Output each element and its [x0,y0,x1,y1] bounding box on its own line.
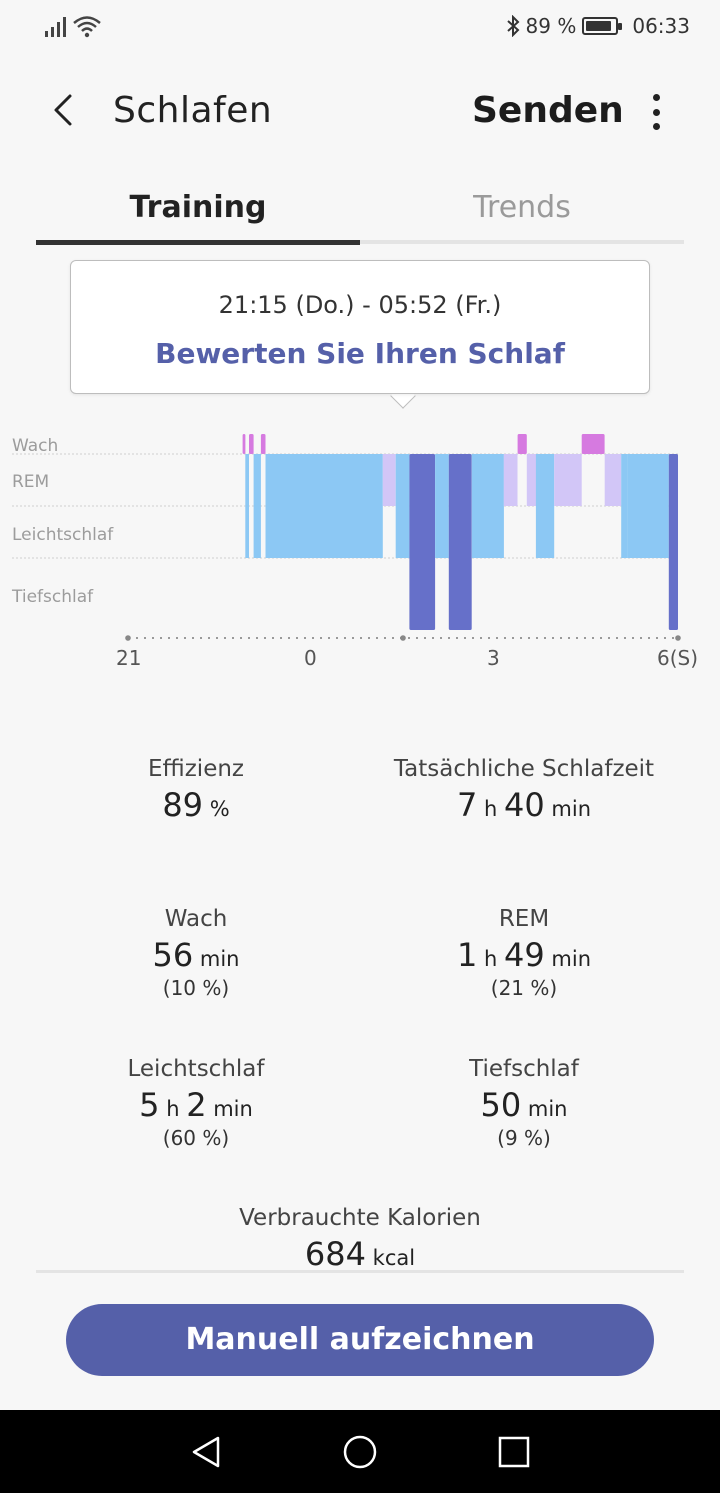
stat-label: Effizienz [147,756,245,782]
stat-efficiency: Effizienz 89 % [36,756,356,824]
axis-major-tick [675,635,681,641]
x-tick-label: 0 [304,646,317,670]
sleep-segment-rem [554,454,582,506]
battery-percent: 89 % [525,14,577,38]
stat-percent: (21 %) [490,976,558,1000]
stat-value: 7 h 40 min [456,786,592,824]
system-nav-bar [0,1410,720,1493]
stat-percent: (9 %) [497,1126,551,1150]
rate-sleep-link[interactable]: Bewerten Sie Ihren Schlaf [155,337,565,370]
nav-home-icon[interactable] [340,1432,380,1472]
content-divider [36,1270,684,1273]
stat-value: 50 min [480,1086,568,1124]
sleep-chart-plot [12,434,681,641]
sleep-segment-leichtschlaf [245,454,249,558]
tab-bar: Training Trends [36,180,684,246]
active-tab-indicator [36,240,360,245]
sleep-segment-rem [604,454,622,506]
stage-label-tiefschlaf: Tiefschlaf [12,587,94,607]
more-options-icon[interactable] [640,90,672,134]
stat-value: 5 h 2 min [139,1086,253,1124]
stat-label: Verbrauchte Kalorien [239,1205,481,1231]
sleep-segment-leichtschlaf [621,454,628,558]
sleep-segment-rem [382,454,396,506]
axis-major-tick [400,635,406,641]
stat-calories: Verbrauchte Kalorien 684 kcal [200,1205,520,1273]
sleep-segment-leichtschlaf [395,454,410,558]
stat-actual-sleep-time: Tatsächliche Schlafzeit 7 h 40 min [364,756,684,824]
stat-label: Tiefschlaf [469,1056,579,1082]
stat-percent: (10 %) [162,976,230,1000]
x-tick-label: 3 [487,646,500,670]
x-tick-label: 6(S) [657,646,699,670]
stat-label: Tatsächliche Schlafzeit [393,756,655,782]
stage-label-rem: REM [12,472,50,492]
record-manually-button[interactable]: Manuell aufzeichnen [66,1304,654,1376]
stat-tiefschlaf: Tiefschlaf 50 min (9 %) [364,1056,684,1150]
stat-rem: REM 1 h 49 min (21 %) [364,906,684,1000]
sleep-segment-leichtschlaf [265,454,383,558]
stat-value: 684 kcal [304,1235,416,1273]
sleep-segment-tiefschlaf [409,454,436,630]
stat-value: 89 % [162,786,230,824]
stat-value: 1 h 49 min [456,936,592,974]
sleep-stage-chart[interactable]: Wach REM Leichtschlaf Tiefschlaf 21 0 3 … [0,420,720,690]
x-tick-label: 21 [116,646,142,670]
sleep-segment-leichtschlaf [435,454,449,558]
nav-recents-icon[interactable] [494,1432,534,1472]
clock: 06:33 [632,14,690,38]
nav-back-icon[interactable] [186,1432,226,1472]
sleep-segment-rem [503,454,518,506]
stat-label: REM [498,906,550,932]
tab-training[interactable]: Training [129,190,267,225]
axis-major-tick [125,635,131,641]
sleep-segment-wach [260,434,266,454]
signal-icon [45,17,66,37]
sleep-segment-wach [242,434,246,454]
back-arrow-icon[interactable] [42,88,86,132]
sleep-segment-tiefschlaf [668,454,678,630]
tab-trends[interactable]: Trends [473,190,571,225]
sleep-session-tooltip: 21:15 (Do.) - 05:52 (Fr.) Bewerten Sie I… [70,260,650,394]
stat-percent: (60 %) [162,1126,230,1150]
bluetooth-icon [506,15,519,37]
sleep-segment-leichtschlaf [253,454,261,558]
sleep-time-range: 21:15 (Do.) - 05:52 (Fr.) [218,291,502,319]
stage-label-wach: Wach [12,436,59,456]
stage-label-leichtschlaf: Leichtschlaf [12,525,114,545]
sleep-segment-leichtschlaf [471,454,504,558]
stat-wach: Wach 56 min (10 %) [36,906,356,1000]
stat-value: 56 min [152,936,240,974]
sleep-segment-wach [517,434,527,454]
stat-label: Leichtschlaf [127,1056,265,1082]
page-title: Schlafen [113,90,273,131]
sleep-segment-leichtschlaf [535,454,555,558]
stat-leichtschlaf: Leichtschlaf 5 h 2 min (60 %) [36,1056,356,1150]
wifi-icon [73,16,101,38]
tab-divider [36,240,684,244]
send-button[interactable]: Senden [472,90,624,131]
sleep-segment-tiefschlaf [448,454,472,630]
status-bar: 89 % 06:33 [0,0,720,56]
sleep-segment-rem [526,454,536,506]
app-header: Schlafen Senden [0,70,720,160]
sleep-segment-wach [249,434,254,454]
stat-label: Wach [164,906,228,932]
sleep-segment-leichtschlaf [627,454,669,558]
sleep-segment-wach [581,434,605,454]
battery-icon [582,17,623,35]
